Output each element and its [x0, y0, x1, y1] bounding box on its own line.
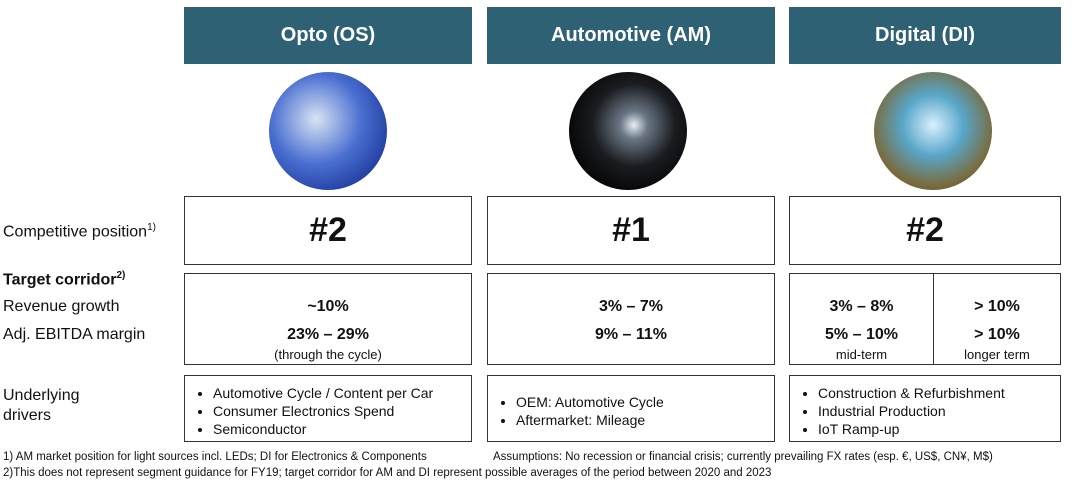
opto-worker-image — [269, 72, 387, 190]
driver-item: Automotive Cycle / Content per Car — [213, 384, 471, 402]
digital-globe-image — [874, 72, 992, 190]
ebitda-value: 5% – 10% — [825, 326, 898, 343]
ebitda-value: 9% – 11% — [594, 326, 668, 343]
drivers-opto: Automotive Cycle / Content per CarConsum… — [184, 375, 472, 442]
target-automotive: 3% – 7% 9% – 11% — [487, 273, 775, 365]
revenue-value: 3% – 7% — [598, 298, 664, 315]
target-digital-midterm: 3% – 8% 5% – 10% mid-term — [789, 273, 934, 365]
ebitda-value: 23% – 29% — [287, 326, 369, 343]
note: (through the cycle) — [274, 347, 382, 362]
revenue-value: ~10% — [307, 298, 349, 315]
revenue-value: > 10% — [974, 298, 1020, 315]
driver-item: Consumer Electronics Spend — [213, 402, 471, 420]
label-drivers: Underlying drivers — [3, 387, 80, 424]
rank-automotive: #1 — [487, 196, 775, 265]
label-ebitda: Adj. EBITDA margin — [3, 326, 146, 343]
header-automotive: Automotive (AM) — [487, 7, 775, 64]
footnote-1: 1) AM market position for light sources … — [3, 451, 427, 463]
driver-item: Semiconductor — [213, 420, 471, 438]
note: mid-term — [835, 347, 888, 362]
target-opto: ~10% 23% – 29% (through the cycle) — [184, 273, 472, 365]
revenue-value: 3% – 8% — [829, 298, 894, 315]
rank-opto: #2 — [184, 196, 472, 265]
driver-item: Aftermarket: Mileage — [516, 411, 774, 429]
driver-item: Construction & Refurbishment — [818, 384, 1060, 402]
car-headlight-image — [569, 72, 687, 190]
header-digital: Digital (DI) — [789, 7, 1061, 64]
driver-item: Industrial Production — [818, 402, 1060, 420]
ebitda-value: > 10% — [974, 326, 1020, 343]
footnote-2: 2)This does not represent segment guidan… — [3, 467, 772, 479]
driver-item: IoT Ramp-up — [818, 420, 1060, 438]
drivers-digital: Construction & RefurbishmentIndustrial P… — [789, 375, 1061, 442]
label-target: Target corridor2) — [3, 270, 126, 289]
driver-item: OEM: Automotive Cycle — [516, 393, 774, 411]
rank-digital: #2 — [789, 196, 1061, 265]
label-competitive: Competitive position1) — [3, 222, 156, 241]
drivers-automotive: OEM: Automotive CycleAftermarket: Mileag… — [487, 375, 775, 442]
header-opto: Opto (OS) — [184, 7, 472, 64]
target-digital-longterm: > 10% > 10% longer term — [933, 273, 1061, 365]
note: longer term — [964, 347, 1030, 362]
label-revenue: Revenue growth — [3, 298, 120, 315]
assumptions: Assumptions: No recession or financial c… — [493, 451, 993, 463]
